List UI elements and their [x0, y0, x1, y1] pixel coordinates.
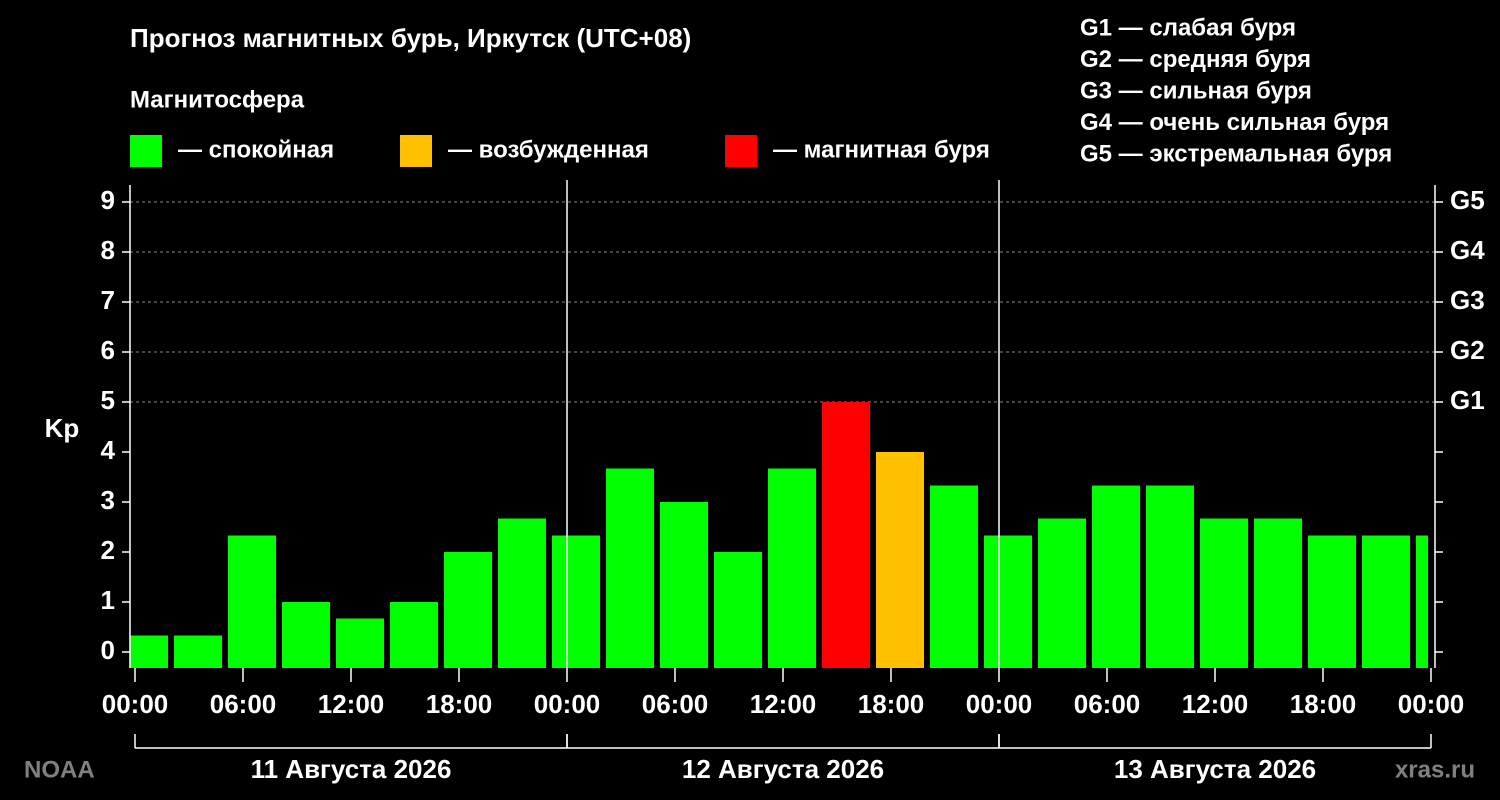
- bar: [606, 468, 654, 668]
- x-tick-label: 18:00: [858, 689, 925, 719]
- bar: [768, 468, 816, 668]
- bar: [876, 452, 924, 668]
- bar: [228, 535, 276, 668]
- day-label: 12 Августа 2026: [682, 754, 884, 784]
- bar: [1146, 485, 1194, 668]
- y-tick-label: 7: [101, 285, 115, 315]
- bar: [984, 535, 1032, 668]
- x-tick-label: 06:00: [1074, 689, 1141, 719]
- g-legend: G1 — слабая буря: [1080, 14, 1296, 41]
- bar: [1200, 518, 1248, 668]
- y-tick-label: 6: [101, 335, 115, 365]
- bar: [282, 602, 330, 668]
- bar: [930, 485, 978, 668]
- x-tick-label: 00:00: [966, 689, 1033, 719]
- g-legend: G3 — сильная буря: [1080, 77, 1312, 104]
- y-tick-label: 1: [101, 585, 115, 615]
- chart-title: Прогноз магнитных бурь, Иркутск (UTC+08): [130, 23, 691, 53]
- y-tick-label: 9: [101, 185, 115, 215]
- bar: [822, 402, 870, 668]
- legend-label: — спокойная: [178, 136, 334, 163]
- bar: [1254, 518, 1302, 668]
- bar: [660, 502, 708, 668]
- x-tick-label: 06:00: [210, 689, 277, 719]
- y2-tick-label: G5: [1450, 185, 1485, 215]
- bar: [130, 635, 168, 668]
- credit: xras.ru: [1395, 756, 1475, 783]
- source: NOAA: [24, 756, 95, 783]
- y-tick-label: 8: [101, 235, 115, 265]
- bar: [552, 535, 600, 668]
- bar: [1308, 535, 1356, 668]
- y-tick-label: 0: [101, 635, 115, 665]
- x-tick-label: 00:00: [102, 689, 169, 719]
- x-tick-label: 12:00: [1182, 689, 1249, 719]
- y-tick-label: 2: [101, 535, 115, 565]
- bar: [336, 618, 384, 668]
- legend-swatch: [130, 135, 162, 167]
- bar: [444, 552, 492, 668]
- legend-label: — возбужденная: [448, 136, 649, 163]
- x-tick-label: 18:00: [1290, 689, 1357, 719]
- bar: [1416, 535, 1428, 668]
- bar: [1362, 535, 1410, 668]
- y-tick-label: 5: [101, 385, 115, 415]
- g-legend: G4 — очень сильная буря: [1080, 109, 1389, 136]
- bar: [390, 602, 438, 668]
- day-label: 13 Августа 2026: [1114, 754, 1316, 784]
- y2-tick-label: G1: [1450, 385, 1485, 415]
- x-tick-label: 18:00: [426, 689, 493, 719]
- bar: [174, 635, 222, 668]
- x-tick-label: 00:00: [534, 689, 601, 719]
- legend-label: — магнитная буря: [773, 136, 990, 163]
- day-label: 11 Августа 2026: [251, 754, 452, 784]
- bars: [130, 402, 1428, 668]
- y-tick-label: 4: [101, 435, 116, 465]
- legend-swatch: [725, 135, 757, 167]
- x-tick-label: 12:00: [750, 689, 817, 719]
- x-tick-label: 06:00: [642, 689, 709, 719]
- y-axis-label: Kp: [45, 413, 80, 443]
- y-tick-label: 3: [101, 485, 115, 515]
- x-tick-label: 00:00: [1398, 689, 1465, 719]
- y2-tick-label: G3: [1450, 285, 1485, 315]
- bar: [1092, 485, 1140, 668]
- y2-tick-label: G2: [1450, 335, 1485, 365]
- y2-tick-label: G4: [1450, 235, 1485, 265]
- bar: [1038, 518, 1086, 668]
- subtitle: Магнитосфера: [130, 86, 305, 113]
- g-legend: G2 — средняя буря: [1080, 46, 1311, 73]
- g-legend: G5 — экстремальная буря: [1080, 140, 1392, 167]
- legend-swatch: [400, 135, 432, 167]
- bar: [498, 518, 546, 668]
- bar: [714, 552, 762, 668]
- x-tick-label: 12:00: [318, 689, 385, 719]
